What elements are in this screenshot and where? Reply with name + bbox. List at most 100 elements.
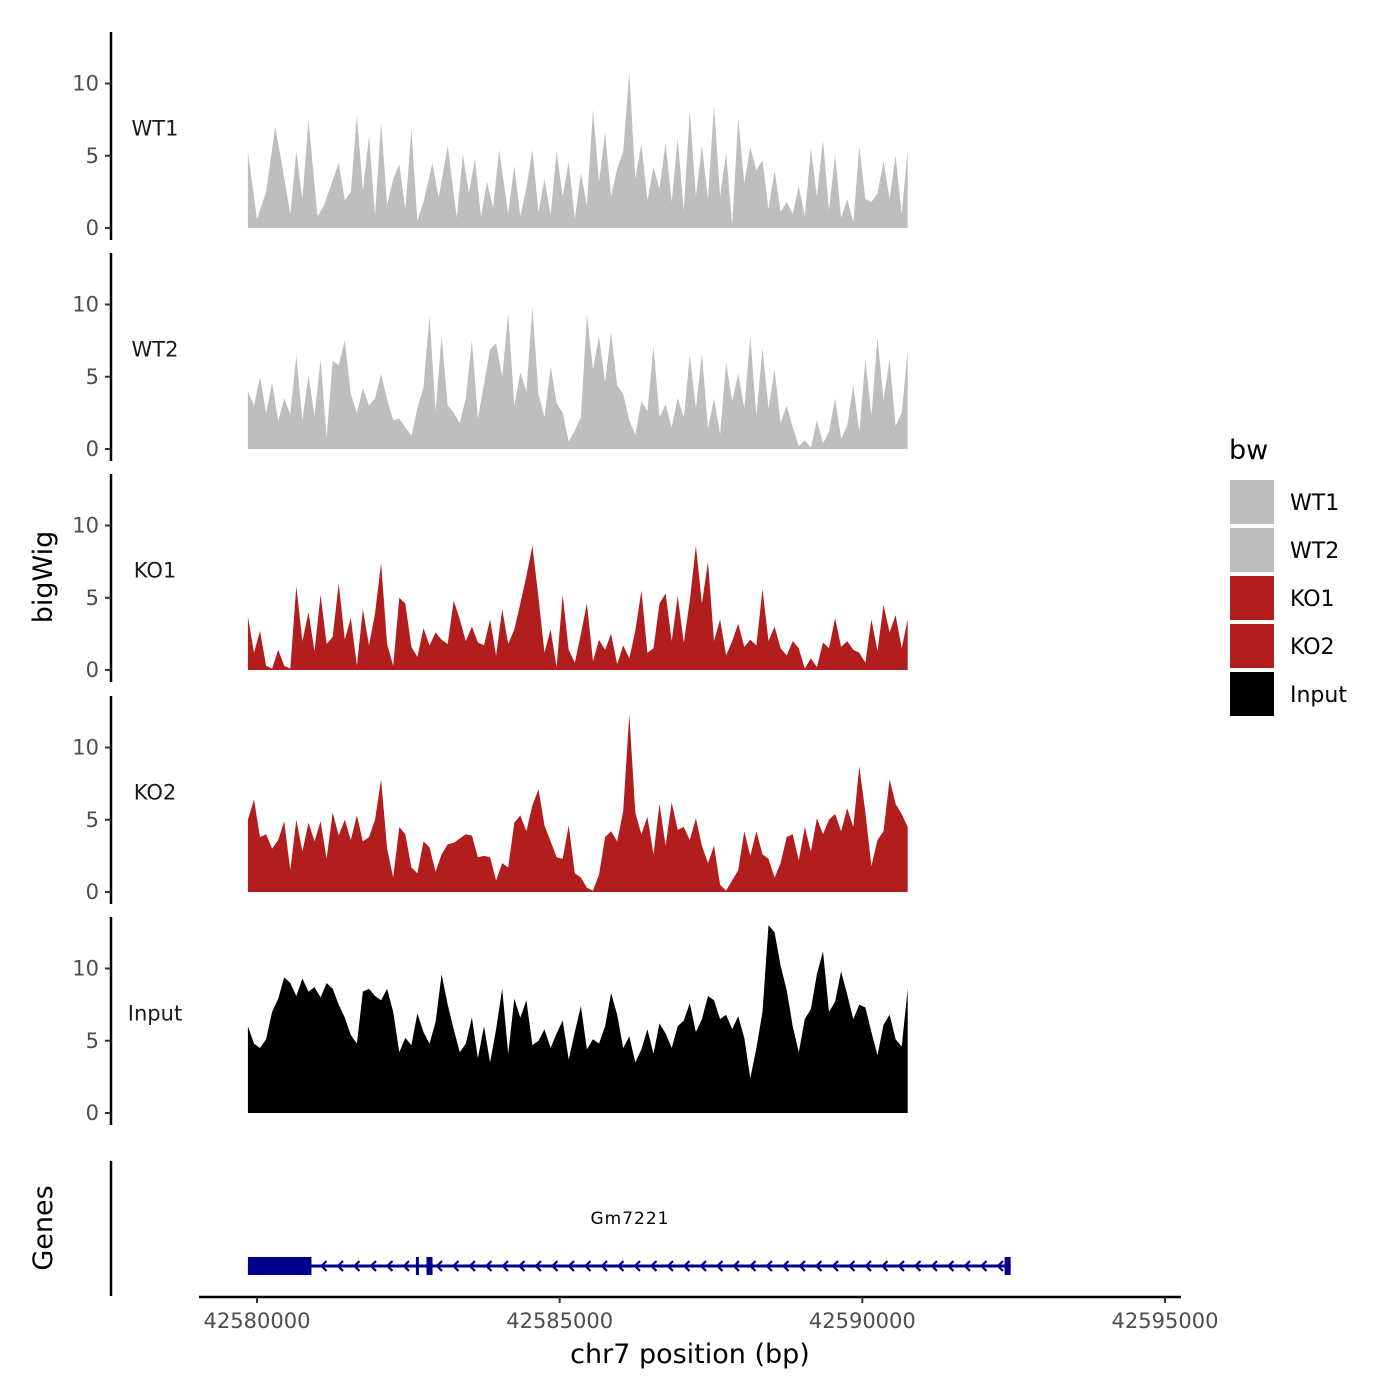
- strand-arrow-icon: [748, 1260, 757, 1272]
- strand-arrow-icon: [880, 1260, 889, 1272]
- strand-arrow-icon: [633, 1260, 641, 1272]
- strand-arrow-icon: [402, 1260, 410, 1272]
- y-tick-label: 5: [86, 144, 99, 168]
- strand-arrow-icon: [352, 1260, 361, 1272]
- strand-arrow-icon: [699, 1260, 707, 1272]
- legend-label: Input: [1290, 683, 1347, 708]
- legend-item-ko1: KO1: [1230, 576, 1335, 620]
- track-wt1: 0 5 10 WT1: [72, 32, 908, 240]
- strand-arrow-icon: [451, 1260, 460, 1272]
- strand-arrow-icon: [930, 1260, 938, 1272]
- strand-arrow-icon: [600, 1260, 608, 1272]
- y-tick-label: 5: [86, 586, 99, 610]
- y-tick-label: 10: [72, 293, 99, 317]
- strand-arrow-icon: [435, 1260, 443, 1272]
- strand-arrow-icon: [715, 1260, 724, 1272]
- strand-arrow-icon: [765, 1260, 773, 1272]
- legend-label: WT1: [1290, 491, 1339, 516]
- y-tick-label: 10: [72, 514, 99, 538]
- strand-arrow-icon: [847, 1260, 856, 1272]
- y-tick-label: 0: [86, 1101, 99, 1125]
- legend-item-input: Input: [1230, 672, 1347, 716]
- strand-arrow-icon: [649, 1260, 658, 1272]
- strand-arrow-icon: [798, 1260, 806, 1272]
- strand-arrow-icon: [864, 1260, 872, 1272]
- y-tick-label: 5: [86, 808, 99, 832]
- strand-arrow-icon: [996, 1260, 1004, 1272]
- strand-arrow-icon: [468, 1260, 476, 1272]
- strand-arrow-icon: [979, 1260, 988, 1272]
- x-axis-title: chr7 position (bp): [570, 1339, 810, 1370]
- strand-arrow-icon: [534, 1260, 542, 1272]
- legend-label: WT2: [1290, 539, 1339, 564]
- y-tick-label: 0: [86, 658, 99, 682]
- legend-swatch: [1230, 528, 1274, 572]
- strand-arrow-icon: [550, 1260, 559, 1272]
- strand-arrow-icon: [913, 1260, 922, 1272]
- x-tick-label: 42590000: [809, 1309, 916, 1333]
- strand-arrow-icon: [336, 1260, 344, 1272]
- strand-arrow-icon: [897, 1260, 905, 1272]
- y-tick-label: 10: [72, 736, 99, 760]
- legend-item-wt1: WT1: [1230, 480, 1339, 524]
- strand-arrow-icon: [369, 1260, 377, 1272]
- legend-swatch: [1230, 624, 1274, 668]
- signal-area-ko2: [247, 714, 908, 892]
- strand-arrow-icon: [831, 1260, 839, 1272]
- x-tick-label: 42580000: [204, 1309, 311, 1333]
- y-tick-label: 5: [86, 1029, 99, 1053]
- strand-arrow-icon: [814, 1260, 823, 1272]
- signal-area-wt2: [247, 307, 908, 449]
- strand-arrow-icon: [567, 1260, 575, 1272]
- gene-name-label: Gm7221: [591, 1209, 670, 1229]
- y-tick-label: 0: [86, 437, 99, 461]
- strand-arrow-icon: [385, 1260, 394, 1272]
- track-label-wt2: WT2: [132, 338, 179, 362]
- strand-arrow-icon: [517, 1260, 526, 1272]
- strand-arrow-icon: [616, 1260, 625, 1272]
- y-tick-label: 10: [72, 72, 99, 96]
- legend-label: KO1: [1290, 587, 1335, 612]
- strand-arrow-icon: [666, 1260, 674, 1272]
- strand-arrow-icon: [946, 1260, 955, 1272]
- signal-area-ko1: [247, 545, 908, 670]
- legend-items: WT1 WT2 KO1 KO2 Input: [1230, 480, 1347, 716]
- x-axis: 42580000 42585000 42590000 42595000 chr7 po…: [199, 1295, 1219, 1370]
- track-label-ko2: KO2: [134, 781, 177, 805]
- gene-exon: [247, 1257, 312, 1275]
- strand-arrow-icon: [484, 1260, 493, 1272]
- strand-arrow-icon: [963, 1260, 971, 1272]
- track-input: 0 5 10 Input: [72, 917, 908, 1125]
- strand-arrow-icon: [501, 1260, 509, 1272]
- signal-area-input: [247, 925, 908, 1113]
- genes-axis-title: Genes: [28, 1185, 59, 1270]
- y-axis-title: bigWig: [28, 531, 59, 624]
- y-tick-label: 10: [72, 957, 99, 981]
- legend-swatch: [1230, 576, 1274, 620]
- track-ko2: 0 5 10 KO2: [72, 696, 908, 904]
- track-label-input: Input: [128, 1002, 182, 1026]
- legend-title: bw: [1229, 435, 1268, 466]
- y-tick-label: 5: [86, 365, 99, 389]
- gene-model: [247, 1257, 1011, 1275]
- y-tick-label: 0: [86, 216, 99, 240]
- strand-arrow-icon: [732, 1260, 740, 1272]
- legend-swatch: [1230, 480, 1274, 524]
- x-tick-label: 42585000: [506, 1309, 613, 1333]
- track-wt2: 0 5 10 WT2: [72, 253, 908, 461]
- gene-exon: [1004, 1257, 1011, 1275]
- strand-arrow-icon: [583, 1260, 592, 1272]
- signal-area-wt1: [247, 71, 908, 229]
- track-label-wt1: WT1: [132, 117, 179, 141]
- track-label-ko1: KO1: [134, 559, 177, 583]
- legend-item-ko2: KO2: [1230, 624, 1335, 668]
- strand-arrow-icon: [781, 1260, 790, 1272]
- strand-arrow-icon: [682, 1260, 691, 1272]
- strand-arrow-icon: [319, 1260, 328, 1272]
- track-ko1: 0 5 10 KO1: [72, 474, 908, 682]
- y-tick-label: 0: [86, 880, 99, 904]
- legend-label: KO2: [1290, 635, 1335, 660]
- gene-track-panel: Gm7221: [109, 1161, 1011, 1296]
- x-tick-label: 42595000: [1112, 1309, 1219, 1333]
